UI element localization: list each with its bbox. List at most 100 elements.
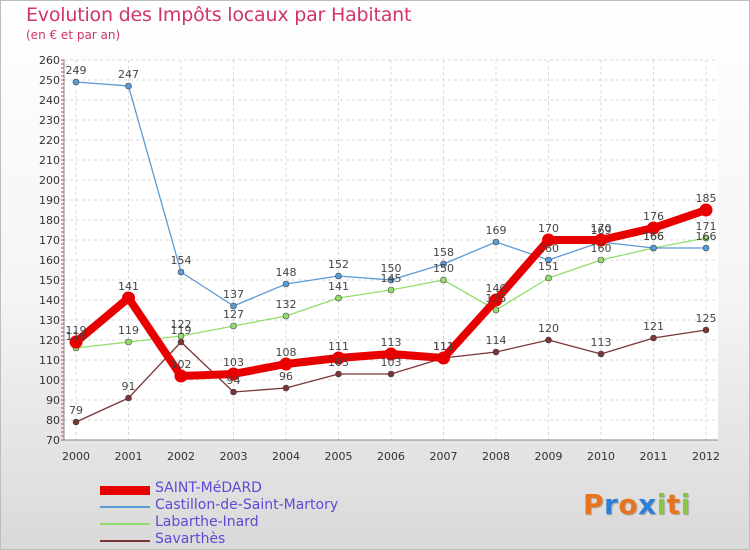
x-tick-label: 2005 — [325, 450, 353, 463]
data-label: 154 — [171, 254, 192, 267]
data-point — [332, 351, 345, 365]
y-tick-label: 260 — [39, 54, 60, 67]
data-point — [702, 326, 710, 334]
data-point — [594, 233, 608, 247]
data-label: 108 — [276, 346, 297, 359]
data-point — [387, 286, 395, 294]
data-point — [122, 291, 135, 305]
data-label: 166 — [643, 230, 664, 243]
legend-label: Castillon-de-Saint-Martory — [155, 497, 339, 513]
data-point — [282, 384, 290, 392]
data-point — [72, 418, 80, 426]
data-point — [647, 221, 660, 235]
x-tick-label: 2009 — [535, 450, 563, 463]
data-point — [125, 338, 132, 346]
data-label: 103 — [223, 356, 244, 369]
data-label: 150 — [381, 262, 402, 275]
data-label: 151 — [538, 260, 559, 273]
data-label: 137 — [223, 288, 244, 301]
y-tick-label: 230 — [39, 114, 60, 127]
data-point — [545, 336, 552, 344]
data-point — [230, 388, 237, 396]
legend-swatch — [100, 540, 150, 542]
data-label: 91 — [122, 380, 136, 393]
data-label: 102 — [171, 358, 192, 371]
data-point — [440, 260, 447, 268]
y-tick-label: 90 — [46, 394, 60, 407]
x-tick-label: 2006 — [377, 450, 405, 463]
x-tick-label: 2002 — [167, 450, 195, 463]
data-point — [335, 294, 342, 302]
data-label: 113 — [381, 336, 402, 349]
data-label: 170 — [591, 222, 612, 235]
data-label: 103 — [381, 356, 402, 369]
x-tick-label: 2001 — [115, 450, 143, 463]
data-label: 140 — [486, 282, 507, 295]
data-label: 111 — [433, 340, 454, 353]
data-label: 120 — [538, 322, 559, 335]
data-point — [489, 293, 503, 307]
data-label: 119 — [66, 324, 87, 337]
logo-letter: t — [666, 488, 681, 521]
y-tick-label: 110 — [39, 354, 60, 367]
legend-label: Savarthès — [155, 531, 226, 547]
data-point — [702, 244, 710, 252]
x-tick-label: 2003 — [220, 450, 248, 463]
data-label: 158 — [433, 246, 454, 259]
data-point — [230, 302, 237, 310]
data-label: 114 — [486, 334, 507, 347]
data-label: 94 — [227, 374, 241, 387]
data-label: 96 — [279, 370, 293, 383]
legend-swatch — [100, 506, 150, 508]
data-point — [282, 312, 290, 320]
logo-letter: r — [604, 488, 619, 521]
x-tick-label: 2004 — [272, 450, 300, 463]
data-label: 150 — [433, 262, 454, 275]
y-tick-label: 100 — [39, 374, 60, 387]
data-point — [72, 78, 80, 86]
data-label: 249 — [66, 64, 87, 77]
y-tick-label: 160 — [39, 254, 60, 267]
data-label: 171 — [696, 220, 717, 233]
y-tick-label: 220 — [39, 134, 60, 147]
data-point — [492, 348, 500, 356]
data-label: 111 — [433, 340, 454, 353]
data-point — [597, 350, 605, 358]
data-label: 103 — [328, 356, 349, 369]
data-point — [650, 244, 657, 252]
data-point — [335, 370, 342, 378]
data-label: 119 — [118, 324, 139, 337]
data-label: 160 — [591, 242, 612, 255]
x-tick-label: 2000 — [62, 450, 90, 463]
data-point — [69, 335, 83, 349]
proxiti-logo: Proxiti — [583, 488, 691, 521]
data-label: 169 — [591, 224, 612, 237]
x-tick-label: 2011 — [640, 450, 668, 463]
data-label: 141 — [328, 280, 349, 293]
data-point — [177, 332, 185, 340]
y-tick-label: 130 — [39, 314, 60, 327]
data-label: 185 — [696, 192, 717, 205]
data-point — [699, 203, 713, 217]
y-tick-label: 150 — [39, 274, 60, 287]
data-point — [545, 256, 552, 264]
data-label: 166 — [643, 230, 664, 243]
data-point — [177, 268, 185, 276]
data-label: 135 — [486, 292, 507, 305]
data-label: 170 — [538, 222, 559, 235]
legend-swatch — [100, 523, 150, 525]
data-point — [597, 256, 605, 264]
legend-swatch — [100, 485, 150, 495]
data-point — [174, 369, 188, 383]
data-point — [492, 306, 500, 314]
data-point — [492, 238, 500, 246]
data-point — [542, 233, 555, 247]
data-label: 116 — [66, 330, 87, 343]
data-label: 148 — [276, 266, 297, 279]
chart-title: Evolution des Impôts locaux par Habitant — [26, 4, 412, 26]
logo-letter: i — [656, 488, 667, 521]
logo-letter: x — [638, 488, 657, 521]
data-label: 127 — [223, 308, 244, 321]
x-tick-label: 2010 — [587, 450, 615, 463]
y-tick-label: 170 — [39, 234, 60, 247]
